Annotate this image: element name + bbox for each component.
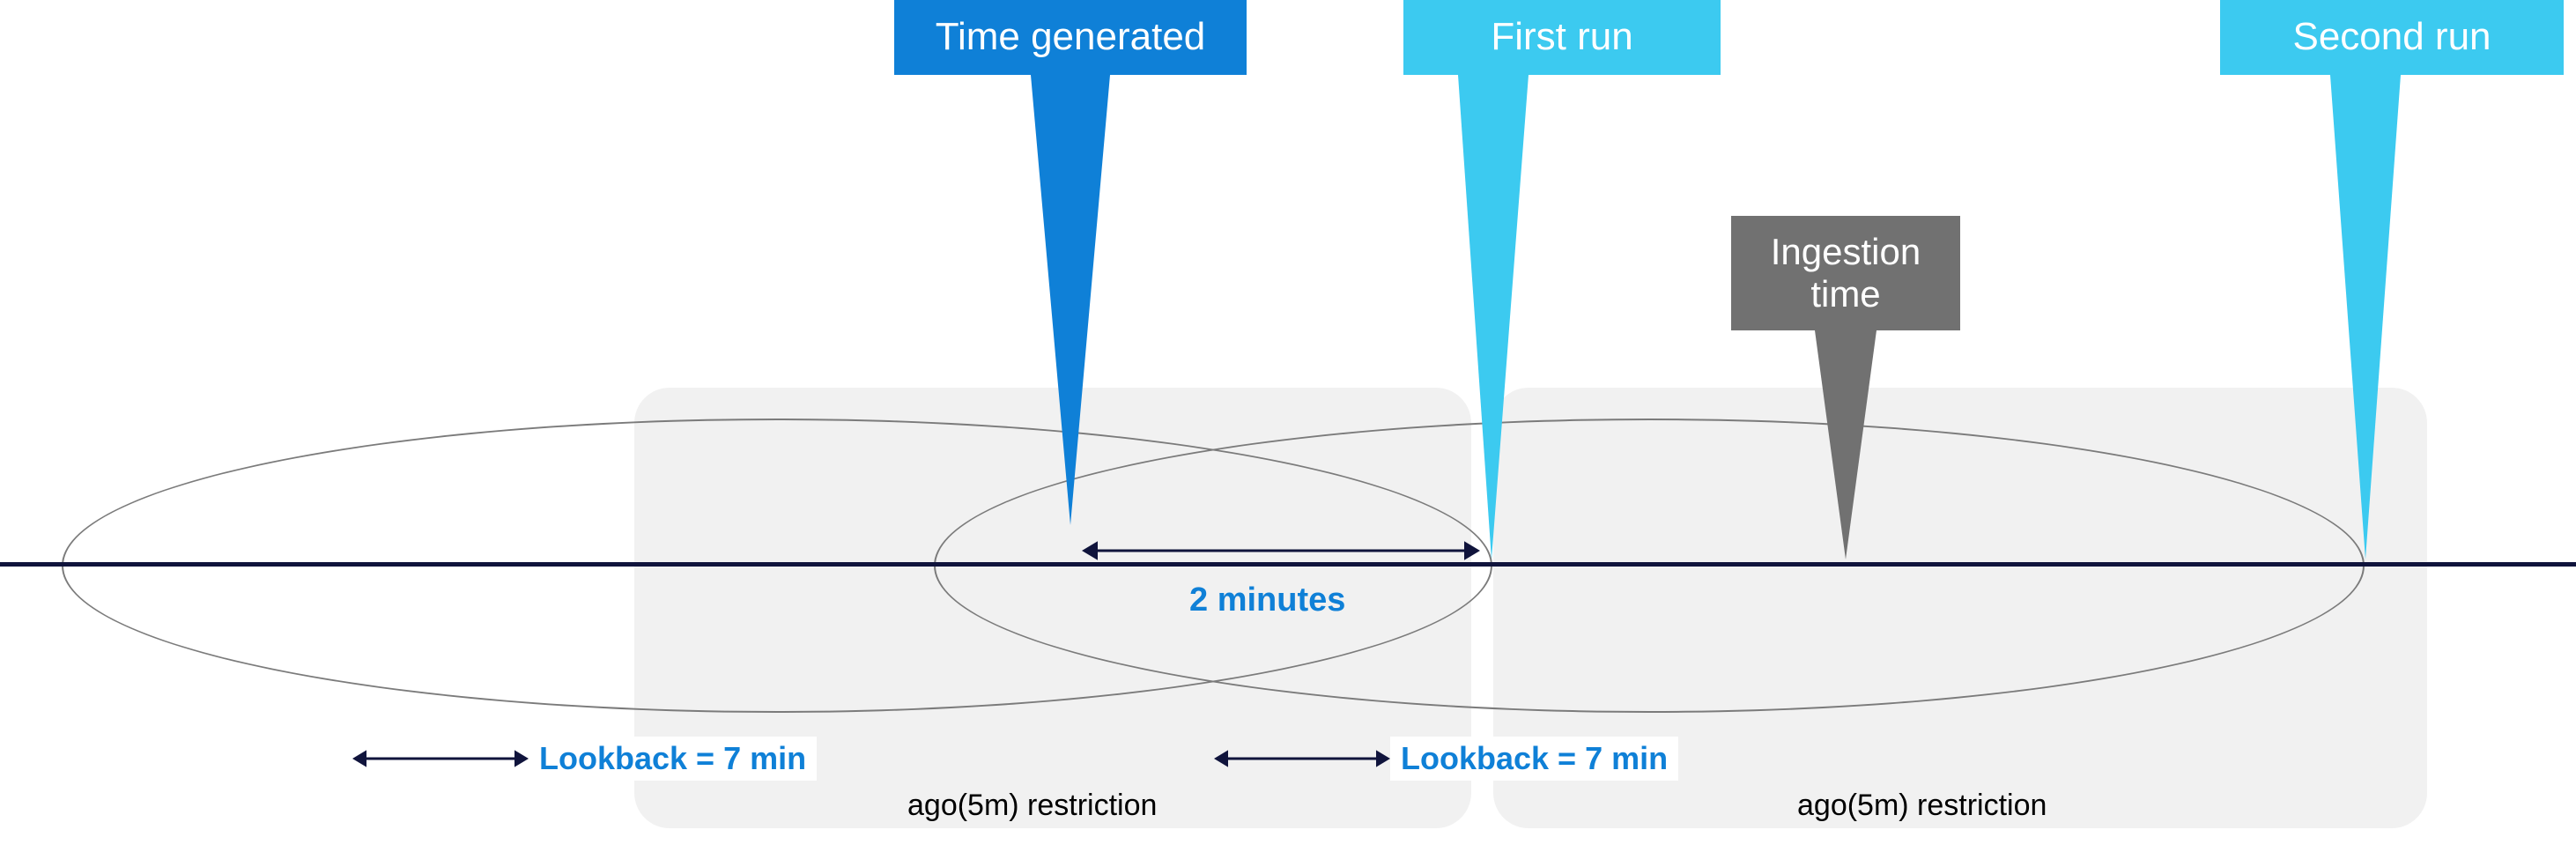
restriction-caption-text: ago(5m) restriction	[907, 789, 1157, 822]
callout-label: First run	[1491, 15, 1632, 60]
two-minutes-label: 2 minutes	[1189, 582, 1345, 619]
restriction-caption-text: ago(5m) restriction	[1797, 789, 2047, 822]
two-minutes-text: 2 minutes	[1189, 582, 1345, 619]
callout-box-time-generated: Time generated	[894, 0, 1247, 75]
restriction-caption-left: ago(5m) restriction	[907, 789, 1157, 823]
callout-label: Ingestion time	[1731, 231, 1960, 316]
lookback-left-arrow	[352, 741, 529, 776]
callout-box-first-run: First run	[1403, 0, 1721, 75]
lookback-left: Lookback = 7 min	[352, 737, 817, 781]
lookback-right-arrow	[1214, 741, 1390, 776]
callout-spike-second-run	[2330, 75, 2401, 559]
lookback-right: Lookback = 7 min	[1214, 737, 1678, 781]
restriction-caption-right: ago(5m) restriction	[1797, 789, 2047, 823]
two-minutes-arrow	[1082, 531, 1480, 570]
callout-label: Second run	[2292, 15, 2491, 60]
lookback-right-label: Lookback = 7 min	[1390, 737, 1678, 781]
callout-label: Time generated	[936, 15, 1206, 60]
callout-spike-first-run	[1458, 75, 1529, 559]
callout-box-second-run: Second run	[2220, 0, 2564, 75]
callout-box-ingestion-time: Ingestion time	[1731, 216, 1960, 330]
lookback-left-label: Lookback = 7 min	[529, 737, 817, 781]
callout-spike-time-generated	[1031, 75, 1110, 525]
callout-spike-ingestion-time	[1815, 330, 1876, 559]
diagram-stage: Time generated First run Ingestion time …	[0, 0, 2576, 852]
